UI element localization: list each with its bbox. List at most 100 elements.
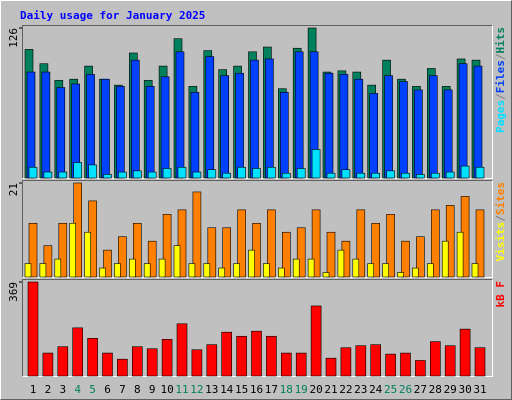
bar bbox=[356, 209, 366, 278]
bar bbox=[114, 263, 121, 278]
bar bbox=[103, 174, 112, 179]
bar bbox=[237, 209, 246, 278]
bar bbox=[281, 172, 291, 179]
y-tick-label: 21 bbox=[7, 183, 20, 196]
bar bbox=[460, 165, 470, 179]
bar bbox=[72, 327, 83, 377]
bar bbox=[250, 59, 259, 179]
bar bbox=[84, 231, 91, 278]
bar bbox=[146, 348, 158, 377]
bar bbox=[443, 89, 453, 179]
bar bbox=[205, 56, 215, 179]
x-tick-label: 17 bbox=[265, 383, 278, 396]
bar bbox=[147, 240, 157, 278]
bar bbox=[192, 191, 202, 278]
bar bbox=[401, 172, 410, 179]
legend-separator: / bbox=[494, 215, 507, 222]
x-tick-label: 3 bbox=[59, 383, 66, 396]
bar bbox=[337, 249, 345, 278]
legend-entry: Sites bbox=[494, 182, 507, 215]
bar bbox=[475, 166, 485, 179]
bar bbox=[430, 209, 440, 278]
bar bbox=[384, 75, 393, 179]
bar bbox=[237, 166, 246, 179]
panel-border-dark bbox=[22, 25, 493, 179]
bar bbox=[222, 172, 231, 179]
bar bbox=[355, 345, 367, 377]
x-tick-label: 15 bbox=[235, 383, 248, 396]
bar bbox=[277, 267, 285, 278]
bar bbox=[56, 87, 66, 179]
bar bbox=[206, 344, 218, 377]
x-tick-label: 9 bbox=[149, 383, 156, 396]
bar bbox=[145, 86, 155, 179]
x-tick-label: 11 bbox=[175, 383, 188, 396]
bar bbox=[58, 171, 68, 179]
bar bbox=[221, 331, 232, 377]
bar bbox=[118, 236, 127, 278]
bar bbox=[324, 72, 334, 179]
bar bbox=[58, 222, 68, 278]
bar bbox=[340, 347, 352, 377]
bar bbox=[415, 360, 426, 377]
bar bbox=[266, 335, 277, 377]
bar bbox=[311, 209, 321, 278]
legend-entry: Hits bbox=[494, 27, 507, 54]
x-tick-label: 18 bbox=[280, 383, 293, 396]
bar bbox=[326, 172, 336, 179]
bar bbox=[296, 227, 306, 278]
bar bbox=[192, 171, 202, 179]
bar bbox=[267, 166, 276, 179]
legend-entry: Files bbox=[494, 60, 507, 93]
bar bbox=[207, 169, 217, 179]
bar bbox=[310, 305, 322, 377]
x-tick-label: 28 bbox=[429, 383, 442, 396]
bar bbox=[296, 168, 306, 179]
bar bbox=[456, 231, 464, 278]
bar bbox=[428, 75, 438, 179]
bar bbox=[173, 245, 181, 278]
bar bbox=[158, 258, 166, 278]
bar bbox=[236, 335, 247, 377]
bar bbox=[26, 71, 36, 179]
x-tick-label: 13 bbox=[205, 383, 218, 396]
legend-entry: Pages bbox=[494, 100, 507, 133]
bar bbox=[101, 78, 110, 179]
bar bbox=[280, 352, 292, 377]
bar bbox=[459, 328, 471, 377]
x-tick-label: 27 bbox=[414, 383, 427, 396]
bar bbox=[99, 267, 106, 278]
bar bbox=[27, 281, 39, 377]
y-tick-label: 126 bbox=[7, 28, 20, 48]
x-tick-label: 19 bbox=[295, 383, 308, 396]
x-tick-label: 20 bbox=[309, 383, 322, 396]
bar bbox=[458, 63, 468, 179]
bar bbox=[132, 346, 143, 377]
bar bbox=[294, 51, 304, 179]
bar bbox=[57, 346, 69, 377]
bar bbox=[162, 214, 172, 278]
bar bbox=[382, 263, 389, 278]
bar bbox=[471, 263, 479, 278]
bar bbox=[147, 171, 157, 179]
bar bbox=[252, 168, 261, 179]
panel-border-light bbox=[22, 25, 493, 179]
y-tick-label: 369 bbox=[7, 282, 20, 302]
bar bbox=[412, 267, 419, 278]
bar bbox=[73, 162, 82, 179]
x-tick-label: 2 bbox=[45, 383, 52, 396]
bar bbox=[295, 352, 307, 377]
bar bbox=[386, 214, 395, 278]
bar bbox=[39, 263, 47, 278]
bar bbox=[441, 240, 449, 278]
bar bbox=[191, 349, 203, 377]
x-tick-label: 21 bbox=[324, 383, 337, 396]
x-tick-label: 14 bbox=[220, 383, 234, 396]
bar bbox=[116, 86, 125, 179]
x-tick-label: 4 bbox=[74, 383, 81, 396]
bar bbox=[175, 51, 185, 179]
x-tick-label: 5 bbox=[89, 383, 96, 396]
bar bbox=[265, 58, 274, 179]
bar bbox=[69, 222, 76, 278]
